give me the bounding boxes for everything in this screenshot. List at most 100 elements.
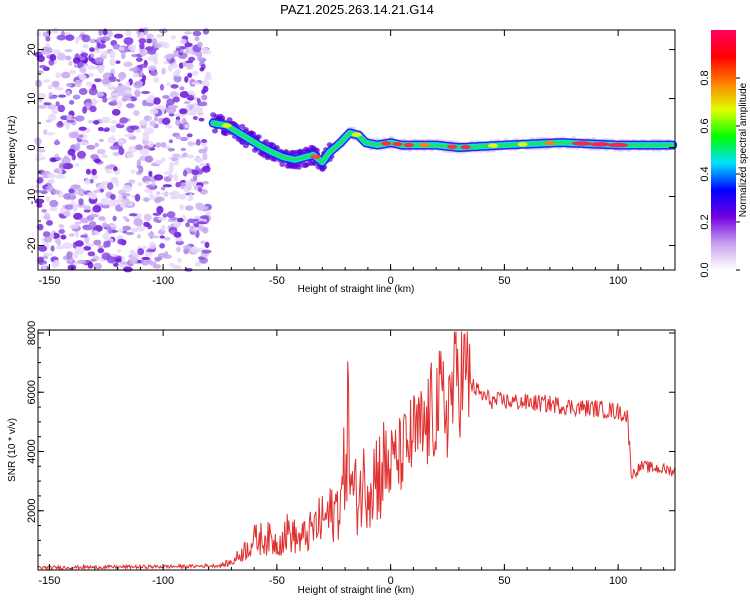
noise-speck <box>160 186 166 191</box>
noise-speck <box>58 224 64 228</box>
noise-speck <box>142 27 149 35</box>
noise-speck <box>160 224 166 232</box>
noise-speck <box>161 157 166 162</box>
noise-speck <box>198 148 207 154</box>
noise-speck <box>190 246 200 254</box>
noise-speck <box>164 124 173 129</box>
noise-speck <box>132 72 140 78</box>
noise-speck <box>100 197 109 206</box>
noise-speck <box>126 152 134 158</box>
noise-speck <box>101 204 110 209</box>
noise-speck <box>82 44 89 49</box>
noise-speck <box>134 89 141 98</box>
noise-speck <box>151 38 158 45</box>
colorbar-tick-label: 0.6 <box>699 118 711 133</box>
noise-speck <box>179 86 185 91</box>
noise-speck <box>65 90 71 97</box>
ridge-hotspot <box>351 132 362 137</box>
snr-x-label: Height of straight line (km) <box>298 585 415 596</box>
noise-speck <box>191 70 199 76</box>
noise-speck <box>199 215 209 220</box>
noise-speck <box>88 120 95 124</box>
noise-speck <box>51 108 59 115</box>
ridge-hotspot <box>608 142 629 148</box>
noise-speck <box>125 30 132 37</box>
noise-speck <box>55 174 66 180</box>
noise-speck <box>117 139 124 147</box>
noise-speck <box>101 116 111 124</box>
noise-speck <box>126 103 134 108</box>
noise-speck <box>176 246 181 253</box>
noise-speck <box>138 38 147 44</box>
noise-speck <box>139 50 148 56</box>
noise-speck <box>185 154 195 159</box>
noise-speck <box>82 106 88 114</box>
noise-speck <box>172 96 180 103</box>
ridge-halo <box>239 124 246 129</box>
noise-speck <box>196 98 201 104</box>
noise-speck <box>202 80 210 88</box>
x-tick-label: -50 <box>269 275 285 287</box>
noise-speck <box>174 160 180 166</box>
noise-speck <box>39 64 47 69</box>
colorbar-gradient <box>711 30 736 270</box>
noise-speck <box>125 218 130 222</box>
noise-speck <box>46 220 53 226</box>
noise-speck <box>116 100 123 109</box>
noise-speck <box>128 145 138 153</box>
noise-speck <box>158 117 164 125</box>
noise-speck <box>100 181 110 186</box>
noise-speck <box>114 179 120 187</box>
noise-speck <box>141 258 150 266</box>
noise-speck <box>156 205 164 214</box>
noise-speck <box>62 162 73 170</box>
noise-speck <box>143 221 151 227</box>
noise-speck <box>44 236 52 243</box>
noise-speck <box>121 51 126 60</box>
noise-speck <box>160 192 169 196</box>
noise-speck <box>144 155 154 163</box>
noise-speck <box>83 246 92 251</box>
noise-speck <box>191 169 200 176</box>
colorbar-label: Normalized spectral amplitude <box>738 82 749 217</box>
noise-speck <box>41 51 50 55</box>
noise-speck <box>122 193 131 197</box>
noise-speck <box>149 120 156 127</box>
colorbar-tick-label: 0.2 <box>699 214 711 229</box>
y-tick-label: 10 <box>26 92 38 104</box>
noise-speck <box>51 49 61 55</box>
noise-speck <box>202 28 210 35</box>
noise-speck <box>190 231 196 235</box>
noise-speck <box>168 139 173 144</box>
ridge-hotspot <box>589 142 610 147</box>
noise-speck <box>64 204 74 211</box>
noise-speck <box>84 178 91 185</box>
noise-speck <box>201 89 206 95</box>
noise-speck <box>184 42 193 47</box>
noise-speck <box>142 197 150 202</box>
noise-speck <box>153 76 160 83</box>
spectrogram-x-label: Height of straight line (km) <box>298 284 415 295</box>
noise-speck <box>90 53 95 58</box>
noise-speck <box>47 104 57 110</box>
noise-speck <box>146 33 154 39</box>
noise-speck <box>154 43 163 49</box>
noise-speck <box>183 185 190 193</box>
y-tick-label: 8000 <box>26 321 38 345</box>
noise-speck <box>126 202 134 207</box>
noise-speck <box>63 211 70 217</box>
noise-speck <box>54 87 64 91</box>
noise-speck <box>89 38 97 44</box>
noise-speck <box>161 67 166 75</box>
noise-speck <box>179 204 185 211</box>
spectrogram-y-label: Frequency (Hz) <box>7 116 18 185</box>
noise-speck <box>201 139 208 143</box>
noise-speck <box>90 193 98 200</box>
noise-speck <box>168 113 175 117</box>
noise-speck <box>195 158 203 164</box>
noise-speck <box>102 232 110 240</box>
noise-speck <box>76 203 86 208</box>
noise-speck <box>147 48 157 55</box>
noise-speck <box>177 217 184 223</box>
noise-speck <box>111 108 121 116</box>
